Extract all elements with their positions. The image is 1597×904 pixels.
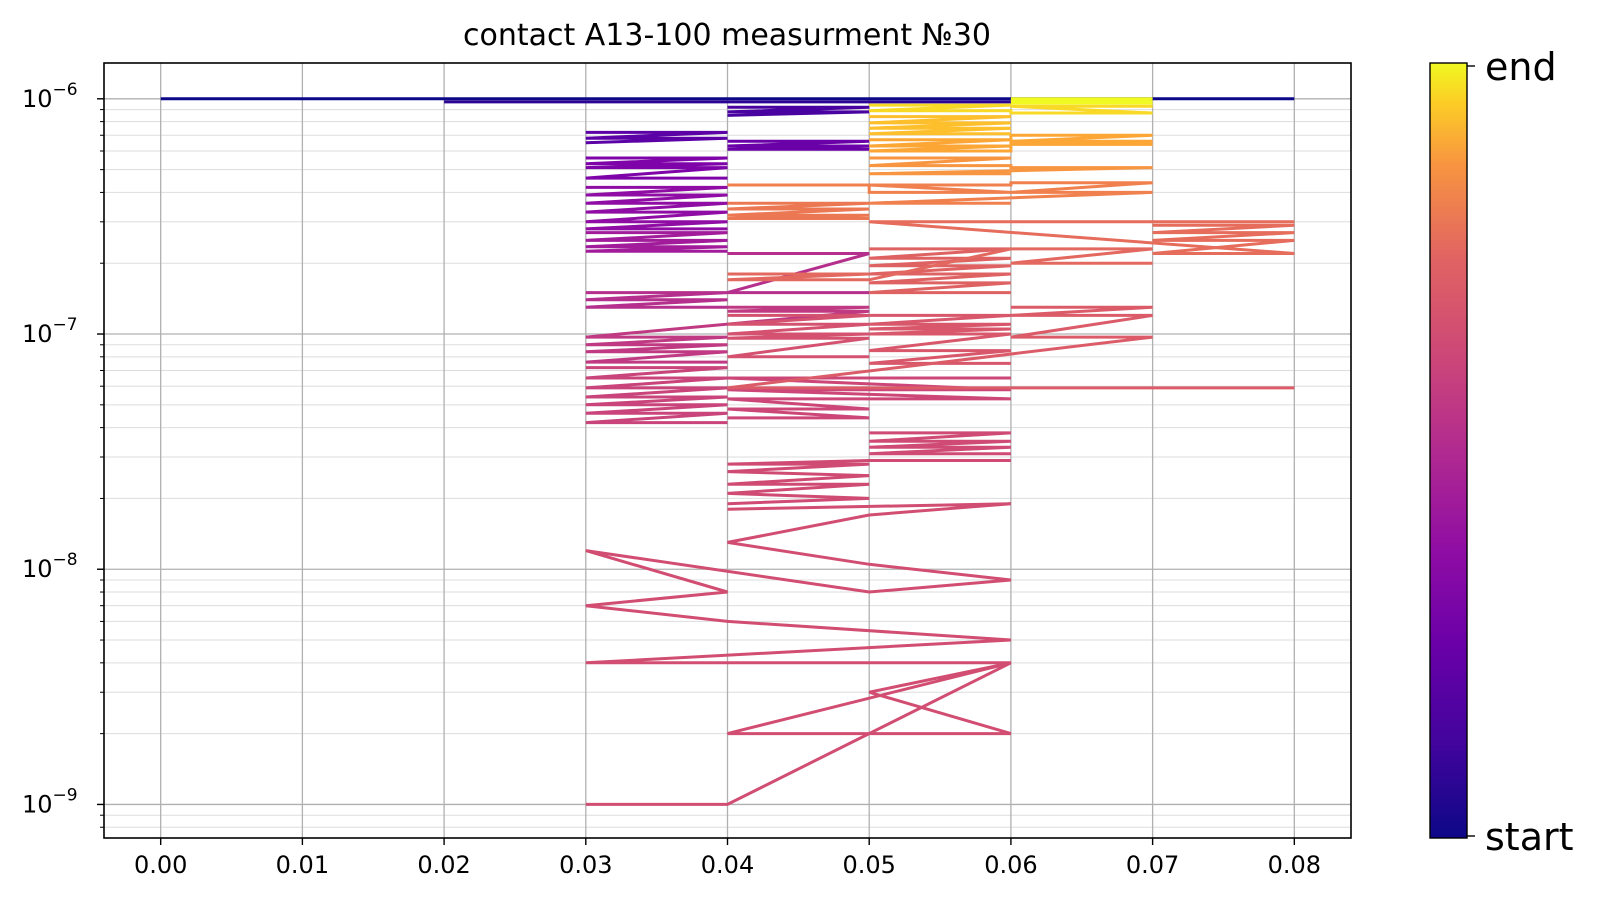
colorbar-start-label: start — [1485, 815, 1574, 859]
series-line — [585, 156, 728, 180]
series-layer — [160, 97, 1295, 806]
x-tick-label: 0.07 — [1126, 851, 1179, 879]
series-line — [585, 231, 728, 253]
series-line — [869, 431, 1011, 456]
x-tick-label: 0.03 — [559, 851, 612, 879]
series-line — [727, 181, 1153, 205]
series-line — [1010, 97, 1153, 105]
x-tick-label: 0.05 — [842, 851, 895, 879]
series-line — [727, 305, 1295, 390]
series-line — [727, 105, 870, 117]
colorbar: end start — [1429, 45, 1574, 859]
series-line — [727, 139, 870, 151]
series-line — [727, 376, 1011, 420]
x-tick-label: 0.02 — [417, 851, 470, 879]
series-line — [869, 313, 1012, 365]
series-line — [727, 201, 870, 220]
y-tick-label: 10−9 — [22, 785, 78, 818]
x-tick-label: 0.00 — [134, 851, 187, 879]
series-line — [585, 502, 1012, 806]
series-line — [869, 220, 1295, 255]
series-line — [585, 130, 728, 145]
y-tick-label: 10−7 — [22, 315, 78, 348]
series-line — [869, 156, 1153, 176]
y-axis: 10−9 10−8 10−7 10−6 — [22, 80, 104, 828]
series-line — [585, 366, 728, 425]
series-line — [869, 115, 1011, 136]
colorbar-gradient — [1429, 62, 1468, 839]
series-line — [585, 185, 728, 231]
x-tick-label: 0.08 — [1268, 851, 1321, 879]
series-line — [585, 305, 870, 364]
y-tick-label: 10−6 — [22, 80, 78, 113]
series-line — [727, 247, 1153, 282]
y-tick-label: 10−8 — [22, 550, 78, 583]
x-axis: 0.00 0.01 0.02 0.03 0.04 0.05 0.06 0.07 0.08 — [134, 838, 1321, 879]
x-tick-label: 0.04 — [701, 851, 754, 879]
series-line — [869, 103, 1153, 115]
colorbar-end-label: end — [1485, 45, 1557, 89]
x-tick-label: 0.01 — [276, 851, 329, 879]
series-line — [869, 133, 1153, 153]
x-tick-label: 0.06 — [984, 851, 1037, 879]
series-line — [727, 459, 1011, 506]
chart-title: contact A13-100 measurment №30 — [463, 18, 991, 53]
series-line — [727, 313, 870, 359]
series-line — [869, 247, 1012, 295]
